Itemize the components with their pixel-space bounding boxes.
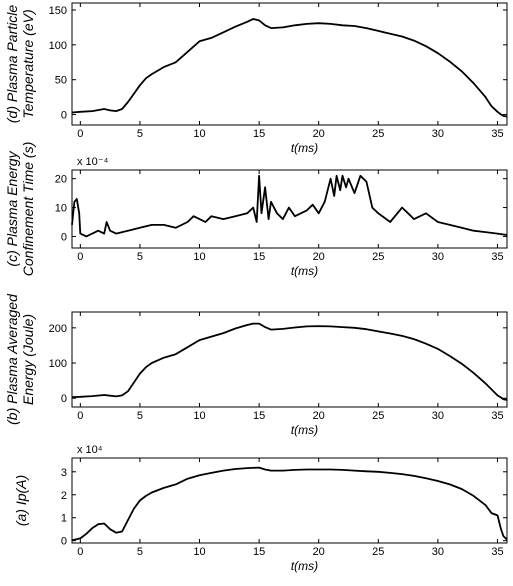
x-tick-label: 5 bbox=[137, 251, 143, 263]
y-tick-label: 150 bbox=[49, 5, 67, 17]
x-tick-label: 0 bbox=[77, 251, 83, 263]
x-tick-label: 15 bbox=[253, 546, 265, 558]
y-axis-label-line: Confinement Time (s) bbox=[20, 142, 36, 276]
x-axis-label: t(ms) bbox=[291, 141, 318, 155]
x-tick-label: 20 bbox=[313, 251, 325, 263]
x-tick-label: 5 bbox=[137, 410, 143, 422]
y-tick-label: 50 bbox=[55, 75, 67, 87]
axes-frame bbox=[71, 169, 508, 249]
x-tick-label: 10 bbox=[193, 128, 205, 140]
y-tick-label: 0 bbox=[61, 231, 67, 243]
x-tick-label: 10 bbox=[193, 410, 205, 422]
axes-frame bbox=[71, 457, 508, 544]
series-line-0 bbox=[71, 322, 508, 401]
y-tick-label: 3 bbox=[61, 467, 67, 479]
series-line-0 bbox=[71, 18, 508, 118]
x-tick-label: 30 bbox=[432, 128, 444, 140]
x-tick-label: 20 bbox=[313, 128, 325, 140]
x-tick-label: 0 bbox=[77, 128, 83, 140]
x-tick-label: 25 bbox=[372, 410, 384, 422]
panel-temperature: 0 5 10 15 20 25 30 35 0 50 100 150 t(ms) (d) Plasma P… bbox=[4, 2, 508, 155]
x-tick-label: 5 bbox=[137, 128, 143, 140]
x-tick-label: 20 bbox=[313, 546, 325, 558]
x-tick-label: 10 bbox=[193, 546, 205, 558]
y-axis-label-line: (c) Plasma Energy bbox=[4, 150, 20, 266]
x-tick-label: 35 bbox=[491, 251, 503, 263]
y-axis-label-line: (b) Plasma Averaged bbox=[4, 293, 20, 425]
x-tick-label: 25 bbox=[372, 128, 384, 140]
y-tick-label: 100 bbox=[49, 358, 67, 370]
panel-averaged-energy: 0 5 10 15 20 25 30 35 0 100 200 t(ms) (b) Plasma Ave… bbox=[4, 293, 508, 437]
x-tick-label: 0 bbox=[77, 546, 83, 558]
series-line-0 bbox=[71, 174, 508, 238]
y-axis-label-line: (d) Plasma Particle bbox=[4, 5, 20, 123]
x-tick-label: 30 bbox=[432, 546, 444, 558]
x-tick-label: 30 bbox=[432, 251, 444, 263]
y-axis-label: (a) Ip(A) bbox=[13, 475, 29, 526]
x-tick-label: 0 bbox=[77, 410, 83, 422]
y-axis-label: (d) Plasma ParticleTemperature (eV) bbox=[4, 5, 36, 123]
panel-plasma-current: 0 5 10 15 20 25 30 35 0 1 2 3 t(ms) x 10⁴ (a) Ip(A) bbox=[13, 444, 508, 573]
y-tick-label: 100 bbox=[49, 40, 67, 52]
x-axis-label: t(ms) bbox=[291, 264, 318, 278]
axes-frame bbox=[71, 311, 508, 408]
y-axis-label-line: Temperature (eV) bbox=[20, 9, 36, 118]
x-tick-label: 10 bbox=[193, 251, 205, 263]
x-tick-label: 30 bbox=[432, 410, 444, 422]
x-tick-label: 25 bbox=[372, 251, 384, 263]
series-line-0 bbox=[71, 466, 508, 542]
y-tick-label: 20 bbox=[55, 174, 67, 186]
y-axis-exponent: x 10⁻⁴ bbox=[77, 156, 109, 168]
x-axis-label: t(ms) bbox=[291, 423, 318, 437]
y-axis-label: (c) Plasma EnergyConfinement Time (s) bbox=[4, 142, 36, 276]
y-tick-label: 2 bbox=[61, 490, 67, 502]
x-tick-label: 5 bbox=[137, 546, 143, 558]
x-tick-label: 35 bbox=[491, 546, 503, 558]
x-tick-label: 25 bbox=[372, 546, 384, 558]
x-tick-label: 20 bbox=[313, 410, 325, 422]
y-axis-label-line: Energy (Joule) bbox=[20, 314, 36, 405]
y-tick-label: 10 bbox=[55, 203, 67, 215]
x-tick-label: 35 bbox=[491, 128, 503, 140]
y-tick-label: 200 bbox=[49, 323, 67, 335]
x-axis-label: t(ms) bbox=[291, 559, 318, 573]
x-tick-label: 15 bbox=[253, 410, 265, 422]
x-tick-label: 15 bbox=[253, 128, 265, 140]
y-tick-label: 0 bbox=[61, 536, 67, 548]
y-axis-label-line: (a) Ip(A) bbox=[13, 475, 29, 526]
y-tick-label: 0 bbox=[61, 110, 67, 122]
y-axis-label: (b) Plasma AveragedEnergy (Joule) bbox=[4, 293, 36, 425]
axes-frame bbox=[71, 2, 508, 126]
x-tick-label: 15 bbox=[253, 251, 265, 263]
y-tick-label: 0 bbox=[61, 393, 67, 405]
y-tick-label: 1 bbox=[61, 513, 67, 525]
y-axis-exponent: x 10⁴ bbox=[77, 444, 103, 456]
x-tick-label: 35 bbox=[491, 410, 503, 422]
